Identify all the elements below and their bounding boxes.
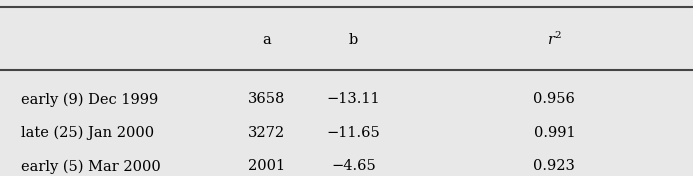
- Text: early (5) Mar 2000: early (5) Mar 2000: [21, 159, 161, 174]
- Text: −4.65: −4.65: [331, 159, 376, 173]
- Text: −11.65: −11.65: [326, 126, 380, 140]
- Text: 3658: 3658: [248, 92, 286, 106]
- Text: 0.923: 0.923: [534, 159, 575, 173]
- Text: 2001: 2001: [248, 159, 286, 173]
- Text: 3272: 3272: [248, 126, 286, 140]
- Text: b: b: [349, 33, 358, 47]
- Text: 0.956: 0.956: [534, 92, 575, 106]
- Text: early (9) Dec 1999: early (9) Dec 1999: [21, 92, 158, 107]
- Text: $r^{2}$: $r^{2}$: [547, 31, 562, 48]
- Text: 0.991: 0.991: [534, 126, 575, 140]
- Text: late (25) Jan 2000: late (25) Jan 2000: [21, 126, 154, 140]
- Text: −13.11: −13.11: [326, 92, 380, 106]
- Text: a: a: [263, 33, 271, 47]
